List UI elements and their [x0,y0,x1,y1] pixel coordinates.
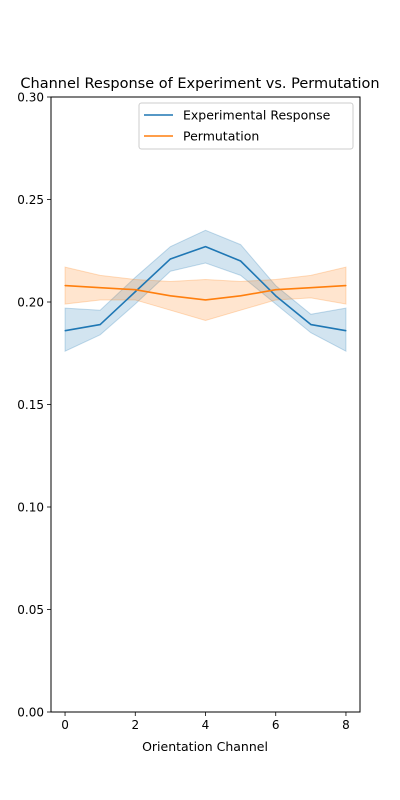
x-tick-label: 8 [342,718,350,732]
data-point [204,299,207,301]
y-tick-label: 0.30 [17,91,44,105]
x-tick-label: 2 [131,718,139,732]
confidence-band-series-1 [64,266,347,321]
y-tick-label: 0.05 [17,603,44,617]
data-point [240,295,242,297]
y-axis-ticks: 0.00 0.05 0.10 0.15 0.20 0.25 0.30 [17,91,51,720]
data-point [310,287,312,289]
confidence-bands [64,229,347,353]
x-tick-label: 0 [61,718,69,732]
data-point [345,330,347,332]
y-tick-label: 0.00 [17,706,44,720]
x-tick-label: 4 [202,718,210,732]
series-lines [64,245,347,332]
data-point [134,291,136,293]
y-tick-label: 0.15 [17,398,44,412]
x-axis-label: Orientation Channel [142,739,268,754]
confidence-band-series-0 [64,229,347,353]
data-point [99,287,101,289]
data-point [64,285,66,287]
data-point [275,295,277,297]
legend-box [138,102,354,150]
y-tick-label: 0.20 [17,296,44,310]
data-points-series-1 [64,285,347,301]
data-point [134,289,136,291]
legend-label: Permutation [183,129,259,144]
x-tick-label: 6 [272,718,280,732]
data-point [345,285,347,287]
data-point [240,260,242,262]
data-point [169,258,171,260]
x-axis-ticks: 0 2 4 6 8 [61,712,350,732]
data-point [310,323,312,326]
legend-label: Experimental Response [183,108,331,123]
legend: Experimental Response Permutation [138,102,354,150]
y-tick-label: 0.25 [17,193,44,207]
data-point [275,289,277,291]
data-points-series-0 [64,246,347,332]
data-point [169,295,171,297]
data-point [64,330,66,332]
y-tick-label: 0.10 [17,501,44,515]
chart-title: Channel Response of Experiment vs. Permu… [20,76,379,92]
data-point [204,246,207,248]
data-point [99,323,101,326]
